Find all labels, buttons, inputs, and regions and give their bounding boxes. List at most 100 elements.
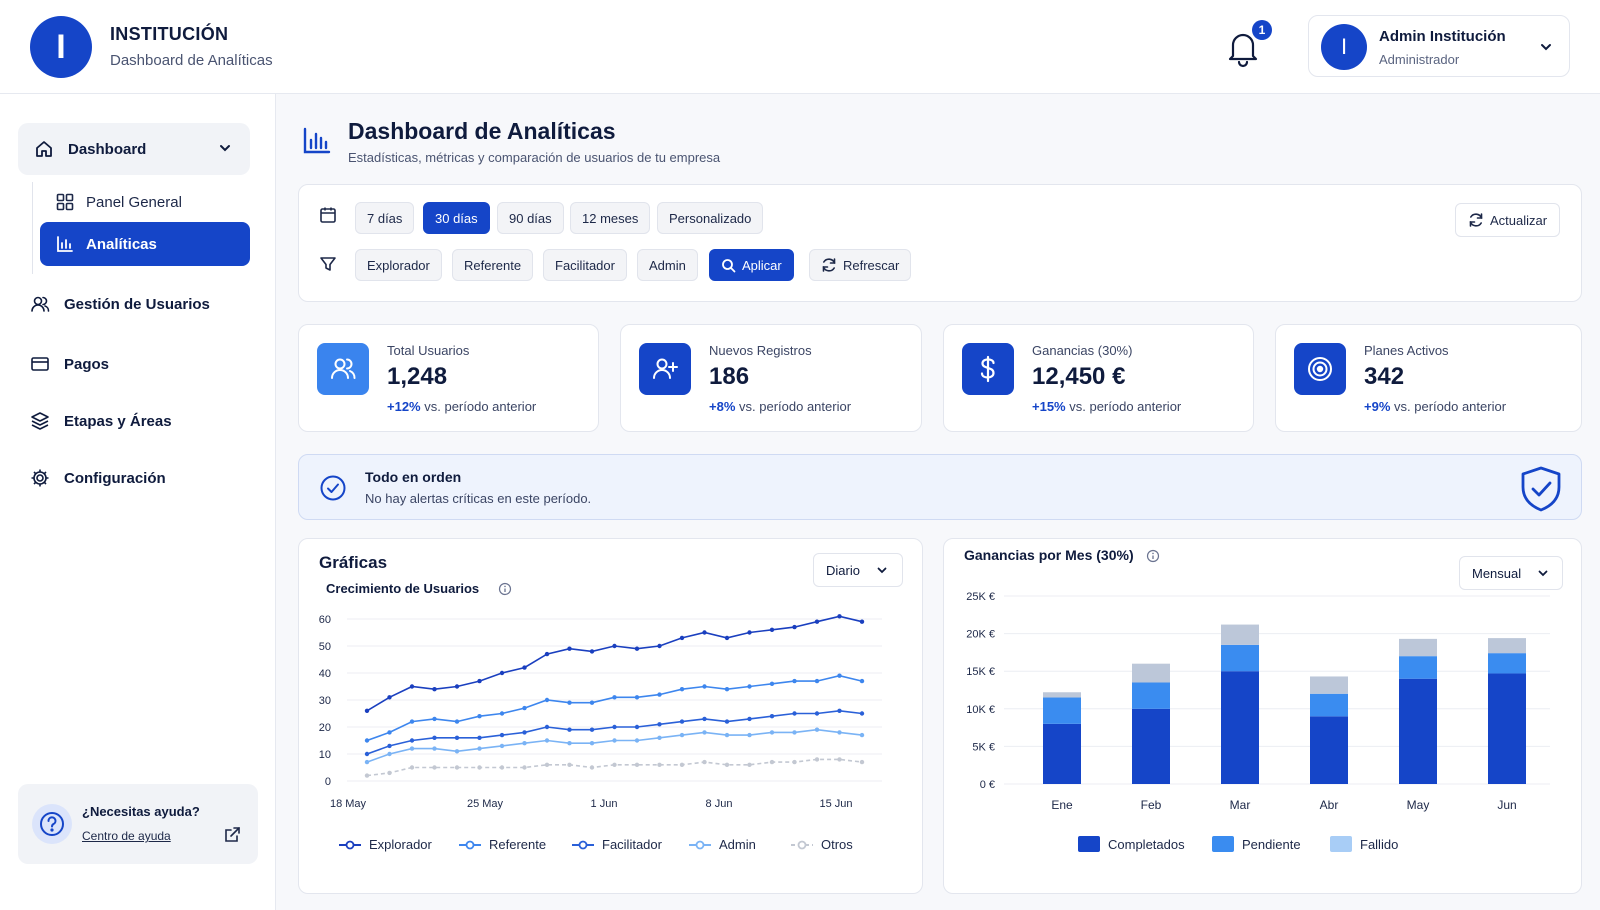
legend-item: Completados <box>1078 836 1185 852</box>
sidebar-item-pagos[interactable]: Pagos <box>30 350 109 378</box>
data-point <box>634 738 640 743</box>
user-name: Admin Institución <box>1379 28 1506 45</box>
page-title: Dashboard de Analíticas <box>348 118 616 144</box>
data-point <box>589 727 595 732</box>
data-point <box>724 635 730 641</box>
revenue-panel: Mensual Ganancias por Mes (30%) 0 € 5K € 10… <box>943 538 1582 894</box>
data-point <box>702 716 707 722</box>
data-point <box>837 757 842 762</box>
data-point <box>612 643 617 649</box>
bar-fallido <box>1132 663 1170 683</box>
role-referente[interactable]: Referente <box>452 249 534 281</box>
granularity-select[interactable]: Diario <box>813 553 903 587</box>
data-point <box>679 732 685 738</box>
chart-title: Crecimiento de Usuarios <box>326 581 479 596</box>
avatar: I <box>1321 24 1367 70</box>
legend-label: Pendiente <box>1242 837 1301 852</box>
bell-icon[interactable] <box>1225 28 1261 68</box>
data-point <box>454 765 460 770</box>
charts-panel: Gráficas Diario Crecimiento de Usuarios 0… <box>298 538 923 894</box>
legend-label: Referente <box>489 837 546 852</box>
data-point <box>702 684 707 689</box>
users-icon <box>317 343 369 395</box>
data-point <box>612 762 617 767</box>
user-menu[interactable]: I Admin Institución Administrador <box>1308 15 1570 77</box>
apply-button[interactable]: Aplicar <box>709 249 794 281</box>
bar-pendiente <box>1310 693 1348 717</box>
x-tick-label: May <box>1407 798 1430 812</box>
chevron-down-icon <box>1538 570 1548 577</box>
legend-swatch <box>1212 836 1234 852</box>
bar-completados <box>1043 723 1081 784</box>
external-link-icon[interactable] <box>223 826 241 844</box>
legend-marker <box>695 840 705 850</box>
update-button[interactable]: Actualizar <box>1455 203 1561 237</box>
data-point <box>409 738 415 743</box>
data-point <box>499 711 505 716</box>
data-point <box>522 741 527 746</box>
data-point <box>567 646 572 651</box>
y-tick-label: 10K € <box>966 704 995 716</box>
role-admin[interactable]: Admin <box>637 249 698 281</box>
sidebar-item-gestion-usuarios[interactable]: Gestión de Usuarios <box>30 290 210 318</box>
calendar-icon <box>320 207 336 223</box>
sidebar-item-etapas-areas[interactable]: Etapas y Áreas <box>30 407 172 435</box>
legend-marker <box>345 840 355 850</box>
data-point <box>364 738 370 743</box>
bar-pendiente <box>1399 656 1437 679</box>
role-explorador[interactable]: Explorador <box>355 249 442 281</box>
gear-icon <box>31 469 49 487</box>
data-point <box>837 673 842 678</box>
data-point <box>657 762 662 767</box>
period-7-days[interactable]: 7 días <box>355 202 415 234</box>
period-90-days[interactable]: 90 días <box>497 202 564 234</box>
sidebar-item-analiticas[interactable]: Analíticas <box>40 222 250 266</box>
refresh-icon <box>822 258 836 272</box>
data-point <box>859 759 865 765</box>
series-line-otros <box>366 758 863 777</box>
data-point <box>364 759 370 765</box>
bar-completados <box>1221 671 1259 784</box>
data-point <box>859 732 865 738</box>
data-point <box>679 762 685 767</box>
data-point <box>657 722 662 727</box>
data-point <box>634 646 640 651</box>
institution-logo[interactable]: I <box>30 16 92 78</box>
refresh-button[interactable]: Refrescar <box>809 249 912 281</box>
data-point <box>522 765 527 770</box>
sidebar-item-label: Dashboard <box>68 140 147 158</box>
data-point <box>522 665 527 670</box>
legend-label: Otros <box>821 837 853 852</box>
data-point <box>432 735 437 740</box>
legend-marker <box>797 840 807 850</box>
sidebar-item-panel-general[interactable]: Panel General <box>56 188 182 216</box>
data-point <box>724 687 730 692</box>
legend-item: Fallido <box>1330 836 1398 852</box>
period-30-days[interactable]: 30 días <box>423 202 490 234</box>
help-title: ¿Necesitas ayuda? <box>82 804 200 819</box>
data-point <box>747 732 752 738</box>
data-point <box>612 738 617 743</box>
legend-marker <box>465 840 475 850</box>
period-12-months[interactable]: 12 meses <box>570 202 651 234</box>
x-tick-label: 8 Jun <box>706 798 733 810</box>
legend-swatch <box>1078 836 1100 852</box>
sidebar-item-dashboard[interactable]: Dashboard <box>18 123 250 175</box>
help-center-link[interactable]: Centro de ayuda <box>82 829 171 843</box>
data-point <box>702 759 707 765</box>
data-point <box>747 684 752 689</box>
data-point <box>657 735 662 740</box>
data-point <box>814 619 820 624</box>
user-plus-icon <box>639 343 691 395</box>
data-point <box>567 762 572 767</box>
period-custom[interactable]: Personalizado <box>657 202 764 234</box>
role-facilitador[interactable]: Facilitador <box>543 249 627 281</box>
data-point <box>814 757 820 762</box>
period-select[interactable]: Mensual <box>1459 556 1563 590</box>
data-point <box>702 630 707 635</box>
sidebar-item-configuracion[interactable]: Configuración <box>30 464 166 492</box>
bar-completados <box>1132 708 1170 784</box>
data-point <box>657 643 662 649</box>
data-point <box>679 719 685 724</box>
data-point <box>724 719 730 724</box>
